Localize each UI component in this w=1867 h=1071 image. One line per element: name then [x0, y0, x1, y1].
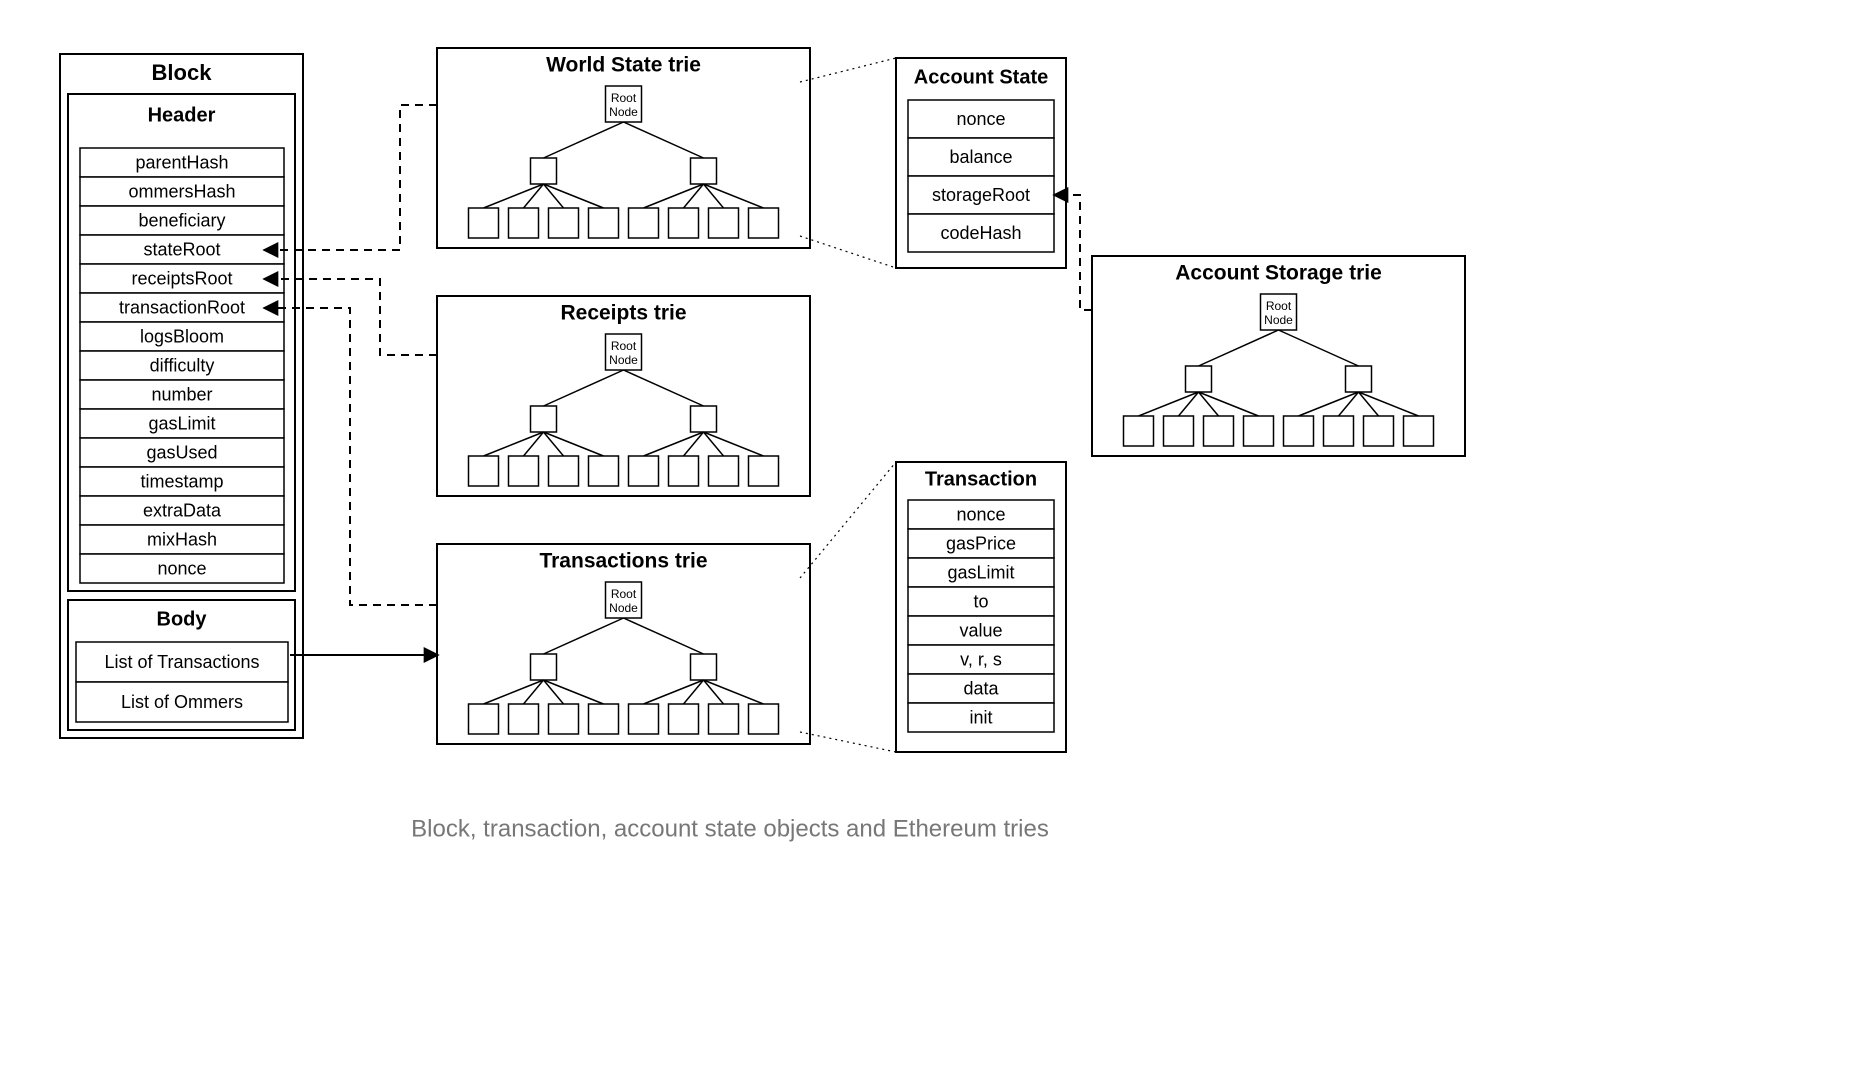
diagram-caption: Block, transaction, account state object… [411, 815, 1049, 842]
trie-leaf [509, 456, 539, 486]
trie-leaf [749, 704, 779, 734]
trie-leaf [589, 456, 619, 486]
trie-node [1186, 366, 1212, 392]
trie-leaf [629, 704, 659, 734]
trie-node [531, 406, 557, 432]
trie-root-label: Node [609, 601, 638, 615]
trie-root-label: Node [609, 353, 638, 367]
trie-leaf [589, 208, 619, 238]
world-leaf-to-account-state-top [800, 58, 896, 82]
trie-root-label: Root [1266, 299, 1292, 313]
trie-leaf [469, 456, 499, 486]
trie-leaf [1364, 416, 1394, 446]
trie-title: World State trie [546, 54, 701, 77]
trie-leaf [549, 704, 579, 734]
trie-leaf [709, 456, 739, 486]
trie-leaf [1404, 416, 1434, 446]
trie-leaf [1244, 416, 1274, 446]
account-state-field-label: codeHash [940, 223, 1021, 243]
trie-leaf [709, 704, 739, 734]
header-field-label: timestamp [140, 471, 223, 491]
header-field-label: transactionRoot [119, 297, 245, 317]
trie-root-label: Root [611, 91, 637, 105]
body-field-label: List of Transactions [104, 652, 259, 672]
header-field-label: extraData [143, 500, 222, 520]
account-state-title: Account State [914, 66, 1048, 88]
trie-leaf [1324, 416, 1354, 446]
trie-leaf [1124, 416, 1154, 446]
trie-node [531, 654, 557, 680]
block-title: Block [152, 60, 213, 85]
trie-root-label: Node [609, 105, 638, 119]
account-state-field-label: nonce [956, 109, 1005, 129]
tx-leaf-to-transaction-bottom [800, 732, 896, 752]
trie-node [1346, 366, 1372, 392]
transaction-field-label: init [969, 707, 992, 727]
trie-node [691, 406, 717, 432]
account-state-field-label: balance [949, 147, 1012, 167]
trie-leaf [629, 208, 659, 238]
trie-leaf [469, 704, 499, 734]
trie-leaf [509, 704, 539, 734]
trie-leaf [669, 456, 699, 486]
transaction-field-label: nonce [956, 504, 1005, 524]
transaction-field-label: value [959, 620, 1002, 640]
header-title: Header [148, 104, 216, 126]
header-field-label: difficulty [150, 355, 215, 375]
trie-leaf [669, 704, 699, 734]
transaction-field-label: data [963, 678, 999, 698]
header-field-label: receiptsRoot [131, 268, 232, 288]
trie-leaf [589, 704, 619, 734]
header-field-label: nonce [157, 558, 206, 578]
trie-leaf [709, 208, 739, 238]
header-field-label: stateRoot [143, 239, 220, 259]
trie-leaf [509, 208, 539, 238]
trie-title: Receipts trie [560, 302, 686, 325]
trie-root-label: Root [611, 587, 637, 601]
trie-node [531, 158, 557, 184]
header-field-label: gasLimit [148, 413, 215, 433]
header-field-label: logsBloom [140, 326, 224, 346]
trie-leaf [749, 208, 779, 238]
world-leaf-to-account-state-bottom [800, 236, 896, 268]
trie-title: Transactions trie [539, 550, 707, 573]
trie-root-label: Node [1264, 313, 1293, 327]
body-title: Body [157, 608, 208, 630]
trie-leaf [1284, 416, 1314, 446]
trie-leaf [1164, 416, 1194, 446]
trie-title: Account Storage trie [1175, 262, 1382, 285]
header-field-label: gasUsed [146, 442, 217, 462]
trie-leaf [549, 208, 579, 238]
trie-leaf [469, 208, 499, 238]
transaction-field-label: to [973, 591, 988, 611]
trie-node [691, 654, 717, 680]
transaction-field-label: gasPrice [946, 533, 1016, 553]
header-field-label: ommersHash [128, 181, 235, 201]
trie-leaf [629, 456, 659, 486]
trie-node [691, 158, 717, 184]
trie-root-label: Root [611, 339, 637, 353]
body-field-label: List of Ommers [121, 692, 243, 712]
trie-leaf [669, 208, 699, 238]
header-field-label: mixHash [147, 529, 217, 549]
trie-leaf [749, 456, 779, 486]
tx-leaf-to-transaction-top [800, 462, 896, 578]
transaction-field-label: gasLimit [947, 562, 1014, 582]
transaction-title: Transaction [925, 468, 1037, 490]
header-field-label: parentHash [135, 152, 228, 172]
header-field-label: number [151, 384, 212, 404]
trie-leaf [549, 456, 579, 486]
transaction-field-label: v, r, s [960, 649, 1002, 669]
header-field-label: beneficiary [138, 210, 225, 230]
trie-leaf [1204, 416, 1234, 446]
account-state-field-label: storageRoot [932, 185, 1030, 205]
